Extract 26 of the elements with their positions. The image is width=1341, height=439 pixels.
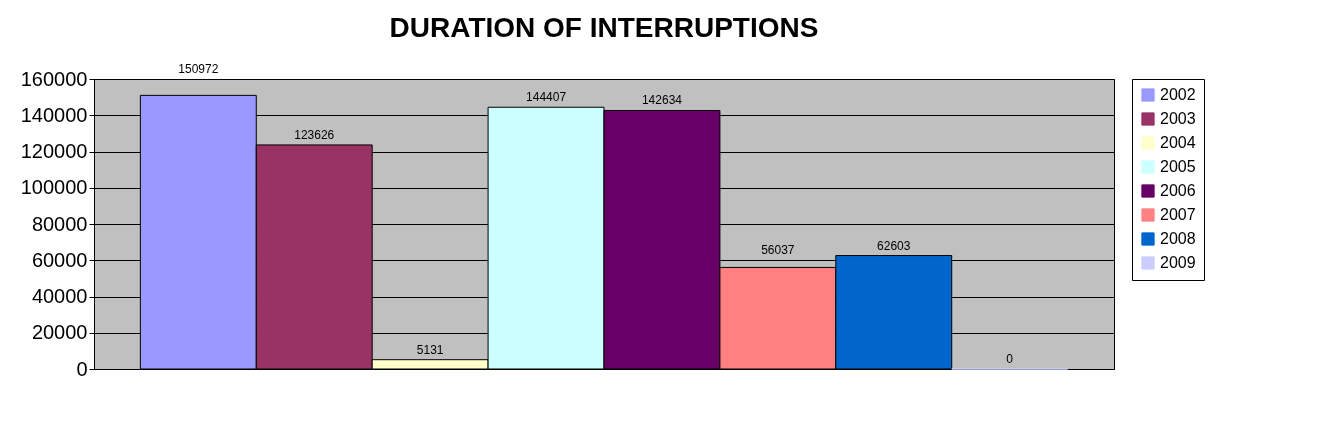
data-label: 5131 bbox=[416, 342, 444, 357]
data-label: 56037 bbox=[761, 243, 795, 258]
legend-label: 2008 bbox=[1160, 230, 1196, 247]
y-tick-label: 20000 bbox=[31, 321, 88, 344]
y-tick-label: 100000 bbox=[20, 176, 88, 199]
legend-label: 2006 bbox=[1160, 182, 1196, 199]
y-tick-label: 40000 bbox=[31, 285, 88, 307]
legend-label: 2004 bbox=[1160, 134, 1196, 151]
chart-title: DURATION OF INTERRUPTIONS bbox=[389, 12, 819, 43]
legend-label: 2007 bbox=[1160, 206, 1196, 223]
legend-label: 2005 bbox=[1160, 158, 1196, 175]
data-label: 123626 bbox=[294, 127, 335, 142]
legend-label: 2003 bbox=[1160, 110, 1196, 127]
y-tick-label: 60000 bbox=[31, 248, 88, 271]
legend-label: 2009 bbox=[1160, 254, 1196, 271]
data-label: 0 bbox=[1006, 352, 1014, 366]
data-label: 62603 bbox=[877, 238, 911, 253]
y-tick-label: 80000 bbox=[31, 212, 88, 235]
data-label: 144407 bbox=[526, 90, 567, 105]
y-tick-label: 0 bbox=[76, 357, 88, 380]
y-tick-label: 140000 bbox=[20, 103, 88, 126]
y-tick-label: 120000 bbox=[20, 140, 88, 162]
data-label: 142634 bbox=[641, 93, 683, 108]
legend-label: 2002 bbox=[1160, 86, 1196, 103]
y-tick-label: 160000 bbox=[20, 67, 88, 90]
data-label: 150972 bbox=[178, 62, 219, 76]
